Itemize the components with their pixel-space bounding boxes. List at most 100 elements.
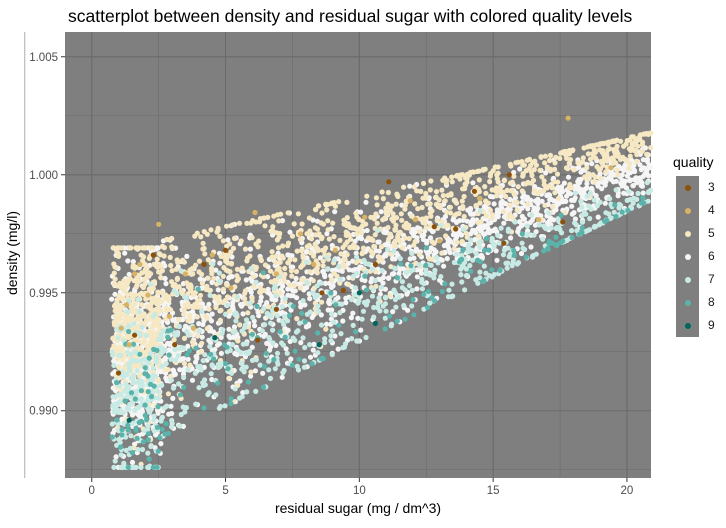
point-quality-6 — [563, 198, 569, 204]
point-quality-6 — [238, 301, 244, 308]
point-quality-7 — [173, 357, 179, 363]
point-quality-8 — [282, 334, 288, 340]
point-quality-5 — [119, 304, 125, 310]
point-quality-5 — [444, 209, 450, 215]
point-quality-7 — [467, 262, 473, 269]
point-quality-4 — [166, 313, 172, 319]
point-quality-8 — [177, 392, 183, 398]
point-quality-5 — [443, 233, 449, 239]
point-quality-8 — [181, 384, 187, 390]
point-quality-5 — [393, 226, 399, 232]
point-quality-5 — [462, 181, 468, 187]
point-quality-5 — [124, 280, 130, 286]
point-quality-5 — [279, 253, 285, 259]
point-quality-7 — [388, 323, 394, 329]
point-quality-8 — [511, 247, 517, 254]
point-quality-7 — [524, 223, 530, 229]
point-quality-5 — [489, 215, 495, 221]
point-quality-7 — [540, 236, 546, 242]
point-quality-5 — [129, 306, 135, 312]
point-quality-5 — [334, 273, 340, 279]
point-quality-7 — [128, 433, 134, 439]
point-quality-5 — [253, 219, 259, 225]
point-quality-5 — [344, 199, 350, 205]
point-quality-5 — [320, 221, 327, 227]
point-quality-7 — [427, 300, 433, 306]
point-quality-7 — [128, 375, 134, 381]
point-quality-5 — [228, 260, 235, 266]
point-quality-8 — [154, 347, 160, 354]
point-quality-7 — [391, 287, 397, 293]
point-quality-5 — [475, 233, 482, 239]
legend-item-9: 9 — [676, 314, 716, 337]
point-quality-8 — [144, 417, 150, 423]
point-quality-5 — [387, 293, 393, 299]
point-quality-7 — [151, 413, 157, 419]
point-quality-5 — [320, 263, 326, 269]
legend-label: 9 — [708, 318, 715, 332]
point-quality-5 — [530, 177, 537, 183]
point-quality-5 — [489, 187, 495, 193]
point-quality-5 — [538, 154, 544, 160]
point-quality-5 — [439, 187, 445, 193]
x-tick-label: 0 — [89, 485, 95, 497]
point-quality-7 — [304, 279, 310, 286]
point-quality-8 — [145, 437, 151, 443]
point-quality-7 — [116, 352, 122, 358]
point-quality-6 — [613, 178, 619, 184]
point-quality-6 — [310, 347, 316, 353]
point-quality-5 — [196, 258, 203, 264]
point-quality-5 — [519, 188, 525, 194]
point-quality-5 — [230, 245, 237, 251]
point-quality-3 — [115, 370, 122, 376]
point-quality-7 — [470, 257, 476, 263]
point-quality-9 — [212, 335, 218, 341]
legend-swatch — [684, 299, 691, 306]
point-quality-7 — [275, 361, 281, 367]
point-quality-7 — [124, 405, 130, 411]
point-quality-7 — [139, 446, 146, 453]
point-quality-4 — [132, 271, 138, 277]
point-quality-6 — [491, 201, 497, 207]
point-quality-6 — [520, 194, 526, 200]
point-quality-6 — [268, 344, 274, 350]
point-quality-6 — [247, 246, 253, 252]
point-quality-5 — [242, 246, 249, 252]
point-quality-5 — [298, 264, 304, 270]
point-quality-6 — [272, 297, 278, 303]
point-quality-5 — [319, 210, 325, 216]
point-quality-7 — [181, 374, 187, 381]
point-quality-7 — [239, 360, 245, 366]
point-quality-6 — [112, 291, 118, 297]
point-quality-7 — [302, 344, 308, 351]
point-quality-5 — [151, 318, 157, 324]
point-quality-5 — [461, 193, 467, 200]
point-quality-7 — [591, 197, 597, 203]
point-quality-4 — [311, 261, 317, 267]
point-quality-8 — [576, 231, 583, 237]
point-quality-5 — [211, 275, 217, 282]
point-quality-5 — [248, 369, 254, 375]
point-quality-5 — [520, 162, 526, 168]
point-quality-3 — [255, 337, 261, 343]
point-quality-8 — [128, 390, 135, 396]
point-quality-5 — [231, 235, 238, 241]
point-quality-8 — [221, 342, 228, 348]
point-quality-5 — [307, 269, 313, 275]
point-quality-7 — [180, 404, 186, 410]
point-quality-5 — [448, 192, 454, 198]
point-quality-7 — [229, 370, 235, 376]
point-quality-5 — [167, 254, 173, 260]
point-quality-5 — [618, 138, 624, 144]
point-quality-7 — [559, 230, 565, 236]
point-quality-8 — [336, 322, 342, 328]
point-quality-7 — [354, 254, 360, 260]
point-quality-6 — [170, 317, 176, 323]
point-quality-7 — [162, 347, 168, 353]
point-quality-5 — [194, 333, 201, 339]
point-quality-5 — [531, 167, 537, 173]
point-quality-8 — [315, 330, 321, 336]
point-quality-5 — [445, 222, 451, 228]
point-quality-6 — [321, 272, 328, 278]
point-quality-7 — [446, 287, 452, 293]
